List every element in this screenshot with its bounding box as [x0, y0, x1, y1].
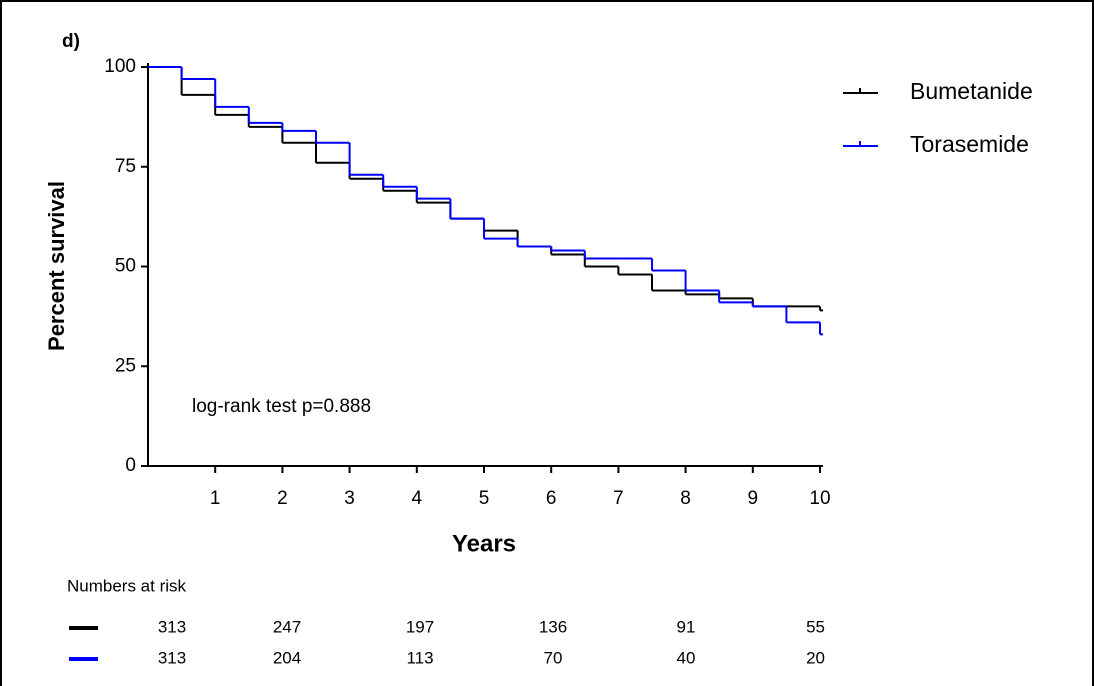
x-tick-label: 3 — [344, 488, 355, 509]
risk-count: 91 — [677, 617, 696, 636]
y-tick-label: 100 — [104, 56, 136, 77]
panel-label: d) — [62, 31, 80, 52]
annotation: log-rank test p=0.888 — [192, 396, 371, 417]
x-tick-label: 8 — [680, 488, 691, 509]
risk-count: 70 — [544, 648, 563, 667]
risk-count: 313 — [158, 617, 186, 636]
x-tick-label: 9 — [748, 488, 759, 509]
risk-count: 247 — [273, 617, 301, 636]
risk-title: Numbers at risk — [67, 576, 187, 595]
risk-count: 136 — [539, 617, 567, 636]
y-tick-label: 75 — [115, 156, 136, 177]
y-tick-label: 50 — [115, 256, 136, 277]
x-tick-label: 5 — [479, 488, 490, 509]
risk-count: 55 — [806, 617, 825, 636]
legend-label: Torasemide — [910, 131, 1029, 157]
x-tick-label: 1 — [210, 488, 221, 509]
y-axis-label: Percent survival — [44, 181, 69, 351]
risk-count: 40 — [677, 648, 696, 667]
x-tick-label: 4 — [412, 488, 423, 509]
x-tick-label: 10 — [809, 488, 830, 509]
x-axis-label: Years — [452, 530, 516, 557]
risk-count: 113 — [406, 648, 433, 667]
x-tick-label: 7 — [613, 488, 624, 509]
x-tick-label: 2 — [277, 488, 288, 509]
risk-count: 197 — [406, 617, 434, 636]
x-tick-label: 6 — [546, 488, 557, 509]
risk-count: 313 — [158, 648, 186, 667]
legend-label: Bumetanide — [910, 78, 1033, 104]
risk-count: 204 — [273, 648, 301, 667]
risk-count: 20 — [806, 648, 825, 667]
y-tick-label: 25 — [115, 355, 136, 376]
y-tick-label: 0 — [125, 455, 136, 476]
